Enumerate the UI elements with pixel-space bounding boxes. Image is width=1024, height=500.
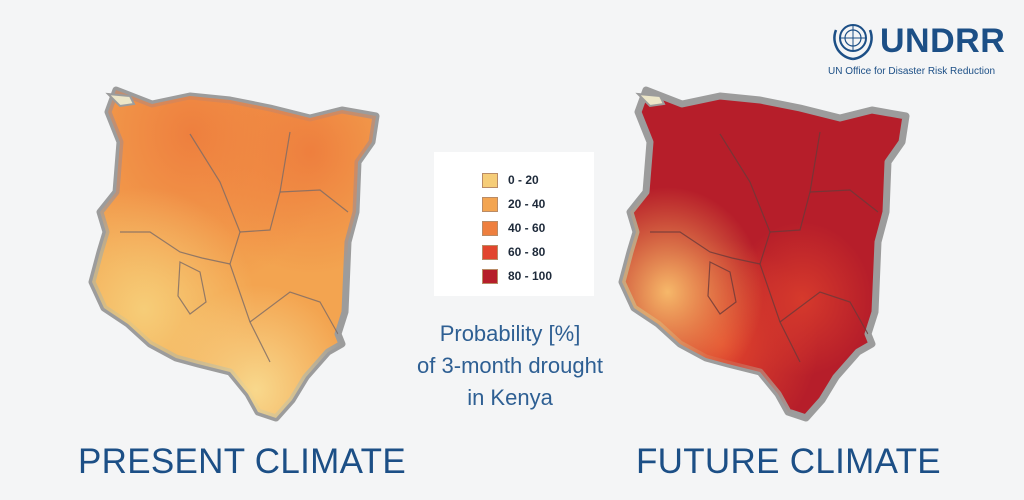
legend-item: 20 - 40 (482, 196, 545, 212)
legend-item: 0 - 20 (482, 172, 539, 188)
un-emblem-icon (833, 24, 873, 61)
legend-label: 40 - 60 (508, 221, 546, 235)
map-title: Probability [%] of 3-month drought in Ke… (380, 318, 640, 414)
undrr-logo: UNDRR UN Office for Disaster Risk Reduct… (826, 18, 1006, 80)
map-title-line: in Kenya (467, 385, 553, 410)
legend-item: 60 - 80 (482, 244, 545, 260)
present-climate-caption: PRESENT CLIMATE (78, 442, 406, 481)
legend-swatch (482, 244, 498, 260)
map-title-line: Probability [%] (439, 321, 581, 346)
map-title-line: of 3-month drought (417, 353, 603, 378)
legend-swatch (482, 172, 498, 188)
legend-label: 20 - 40 (508, 197, 546, 211)
present-climate-map (88, 86, 380, 422)
legend-swatch (482, 220, 498, 236)
future-climate-caption: FUTURE CLIMATE (636, 442, 941, 481)
future-climate-map (618, 86, 910, 422)
logo-wordmark: UNDRR (880, 22, 1006, 60)
legend-label: 80 - 100 (508, 269, 553, 283)
legend-swatch (482, 196, 498, 212)
legend-item: 80 - 100 (482, 268, 552, 284)
legend: 0 - 20 20 - 40 40 - 60 60 - 80 80 - 100 (434, 152, 594, 296)
legend-label: 0 - 20 (508, 173, 539, 187)
legend-swatch (482, 268, 498, 284)
legend-label: 60 - 80 (508, 245, 546, 259)
logo-subtitle: UN Office for Disaster Risk Reduction (828, 66, 996, 77)
legend-item: 40 - 60 (482, 220, 545, 236)
